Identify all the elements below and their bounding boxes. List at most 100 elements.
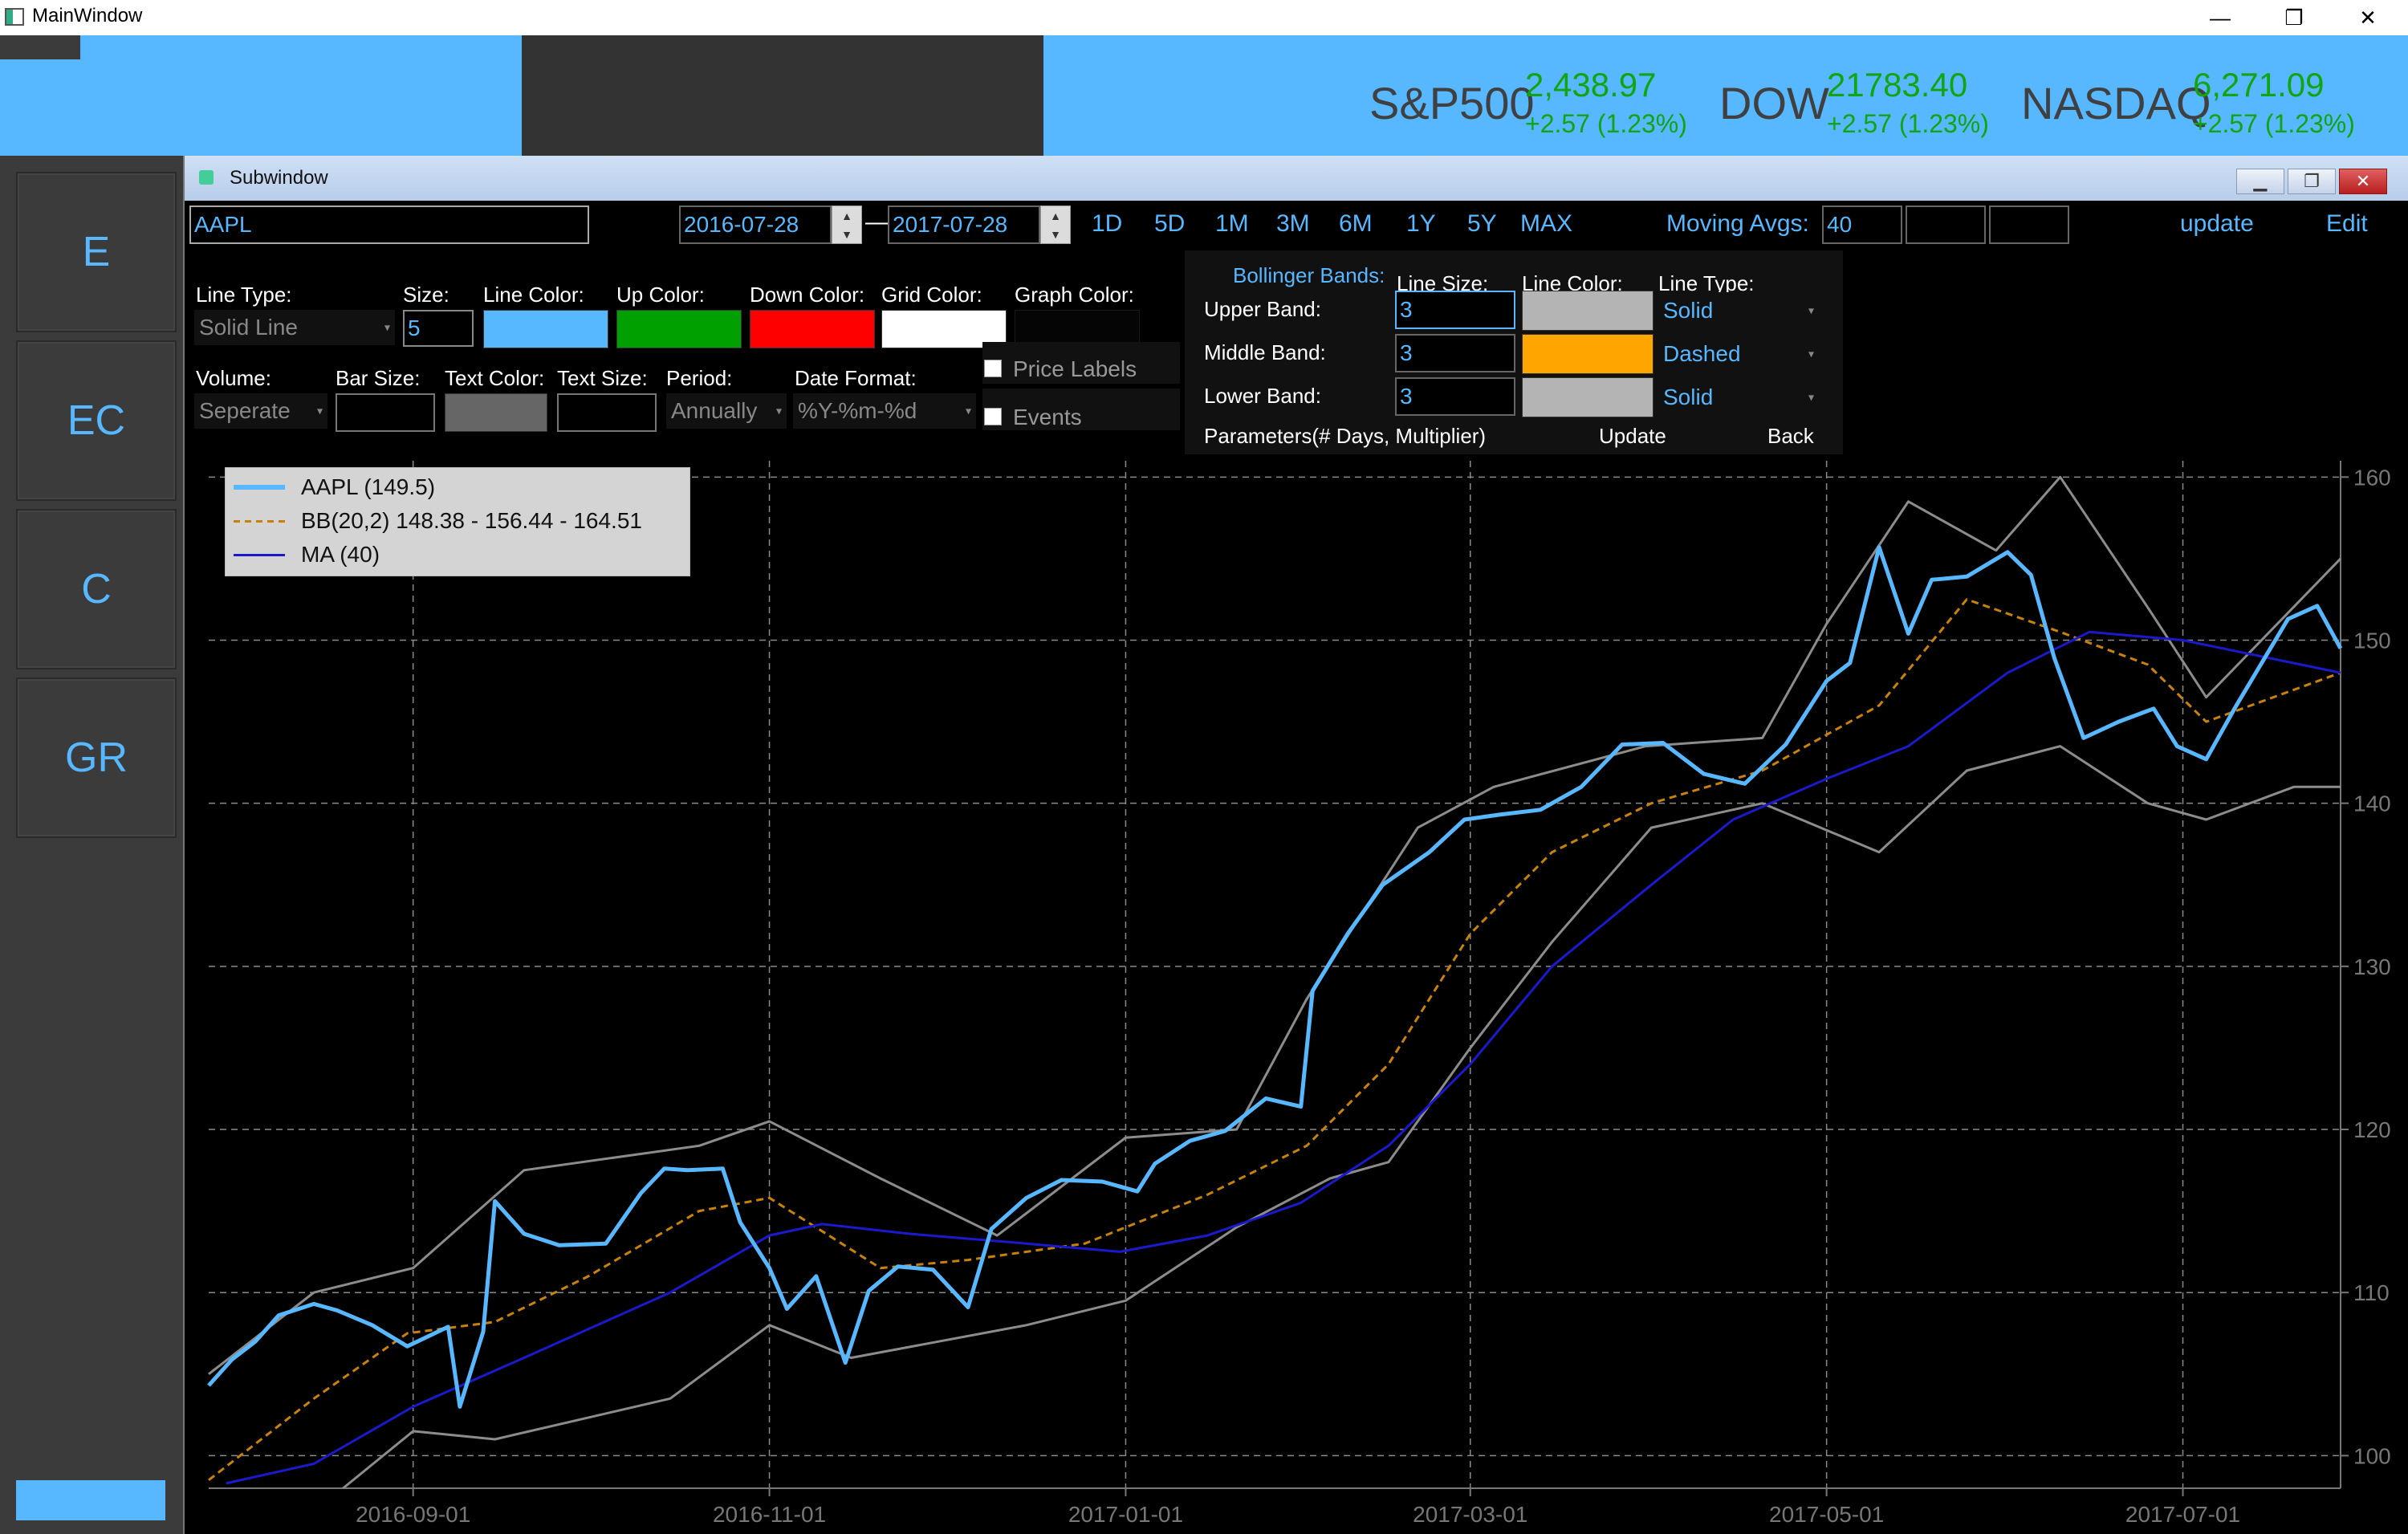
line-type-label: Line Type: — [196, 283, 292, 307]
legend-label-price: AAPL (149.5) — [301, 474, 436, 499]
legend-swatch-bb — [234, 519, 285, 523]
grid-color-swatch[interactable] — [881, 310, 1007, 348]
line-type-select[interactable]: Solid Line ▾ — [194, 310, 395, 345]
x-tick-label: 2016-11-01 — [713, 1502, 826, 1527]
date-to-input[interactable]: 2017-07-28 — [888, 205, 1040, 244]
sidebar-item-e[interactable]: E — [16, 172, 177, 332]
middle-band-type-value: Dashed — [1663, 341, 1741, 366]
range-5y-button[interactable]: 5Y — [1467, 210, 1497, 237]
legend-label-ma: MA (40) — [301, 542, 380, 567]
subwindow-minimize-button[interactable]: ▁ — [2236, 169, 2284, 194]
bollinger-update-button[interactable]: Update — [1599, 424, 1666, 448]
volume-label: Volume: — [196, 366, 271, 390]
bollinger-panel: Bollinger Bands: Line Size: Line Color: … — [1185, 250, 1843, 454]
subwindow-close-button[interactable]: ✕ — [2339, 169, 2387, 194]
sidebar-item-gr[interactable]: GR — [16, 677, 177, 838]
date-to-spinner[interactable]: ▲ ▼ — [1040, 205, 1071, 244]
chart-legend: AAPL (149.5) BB(20,2) 148.38 - 156.44 - … — [225, 467, 690, 576]
chart-axes: 100 110 120 130 140 150 160 2016-09-01 2016-11-0… — [209, 461, 2391, 1527]
lower-band-size-input[interactable]: 3 — [1395, 377, 1515, 416]
sidebar: E EC C GR — [0, 156, 183, 1534]
moving-avg-input-2[interactable] — [1906, 205, 1986, 244]
upper-band-color-swatch[interactable] — [1522, 291, 1653, 331]
volume-select[interactable]: Seperate ▾ — [194, 393, 327, 429]
date-separator: — — [865, 209, 889, 235]
ticker-tab[interactable] — [0, 35, 80, 59]
price-labels-label: Price Labels — [1013, 356, 1137, 381]
line-color-swatch[interactable] — [483, 310, 608, 348]
text-color-swatch[interactable] — [445, 393, 547, 432]
lower-band-color-swatch[interactable] — [1522, 377, 1653, 417]
size-label: Size: — [403, 283, 449, 307]
range-1m-button[interactable]: 1M — [1215, 210, 1249, 237]
spin-down-icon[interactable]: ▼ — [1050, 227, 1061, 241]
text-size-input[interactable] — [557, 393, 657, 432]
sidebar-item-c[interactable]: C — [16, 509, 177, 669]
chevron-down-icon: ▾ — [1808, 390, 1814, 404]
update-button[interactable]: update — [2180, 210, 2254, 237]
price-chart[interactable]: 100 110 120 130 140 150 160 2016-09-01 2016-11-0… — [185, 453, 2408, 1534]
main-titlebar: MainWindow — ❐ ✕ — [0, 0, 2408, 35]
subwindow: Subwindow ▁ ❐ ✕ AAPL 2016-07-28 ▲ ▼ — 201… — [183, 156, 2408, 1534]
date-format-label: Date Format: — [795, 366, 917, 390]
chevron-down-icon: ▾ — [1808, 303, 1814, 317]
upper-band-size-input[interactable]: 3 — [1395, 291, 1515, 329]
range-5d-button[interactable]: 5D — [1154, 210, 1186, 237]
y-tick-label: 100 — [2353, 1443, 2391, 1468]
middle-band-type-select[interactable]: Dashed ▾ — [1658, 336, 1819, 372]
range-6m-button[interactable]: 6M — [1339, 210, 1373, 237]
moving-avg-input-3[interactable] — [1989, 205, 2069, 244]
date-from-input[interactable]: 2016-07-28 — [679, 205, 832, 244]
index-name-nasdaq: NASDAQ — [2021, 78, 2211, 128]
upper-band-type-select[interactable]: Solid ▾ — [1658, 292, 1819, 329]
bollinger-lower-line — [342, 745, 2341, 1490]
size-input[interactable]: 5 — [403, 310, 474, 347]
date-format-select[interactable]: %Y-%m-%d ▾ — [793, 393, 976, 429]
chart-series — [207, 475, 2343, 1490]
events-checkbox[interactable] — [984, 408, 1002, 425]
down-color-swatch[interactable] — [750, 310, 875, 348]
range-1d-button[interactable]: 1D — [1092, 210, 1123, 237]
close-button[interactable]: ✕ — [2359, 5, 2377, 30]
chevron-down-icon: ▾ — [316, 404, 323, 417]
sidebar-item-ec[interactable]: EC — [16, 340, 177, 501]
moving-avg-input-1[interactable]: 40 — [1822, 205, 1902, 244]
maximize-button[interactable]: ❐ — [2284, 5, 2304, 30]
line-type-value: Solid Line — [199, 315, 298, 340]
symbol-input[interactable]: AAPL — [189, 205, 589, 244]
x-tick-label: 2017-03-01 — [1413, 1502, 1527, 1527]
spin-down-icon[interactable]: ▼ — [841, 227, 852, 241]
subwindow-icon — [199, 170, 214, 185]
bollinger-back-button[interactable]: Back — [1767, 424, 1814, 448]
lower-band-type-select[interactable]: Solid ▾ — [1658, 379, 1819, 416]
edit-button[interactable]: Edit — [2326, 210, 2368, 237]
chevron-down-icon: ▾ — [775, 404, 782, 417]
date-from-spinner[interactable]: ▲ ▼ — [832, 205, 862, 244]
sidebar-bottom-button[interactable] — [16, 1480, 165, 1520]
bar-size-input[interactable] — [336, 393, 435, 432]
y-tick-label: 140 — [2353, 791, 2391, 816]
y-tick-label: 150 — [2353, 628, 2391, 653]
middle-band-size-input[interactable]: 3 — [1395, 334, 1515, 372]
moving-average-line — [226, 630, 2341, 1485]
period-select[interactable]: Annually ▾ — [666, 393, 787, 429]
bollinger-col-type: Line Type: — [1658, 271, 1755, 295]
price-line — [207, 545, 2343, 1409]
minimize-button[interactable]: — — [2210, 5, 2231, 30]
text-size-label: Text Size: — [557, 366, 648, 390]
index-value-nasdaq: 6,271.09 — [2193, 66, 2325, 104]
middle-band-color-swatch[interactable] — [1522, 334, 1653, 374]
range-3m-button[interactable]: 3M — [1276, 210, 1310, 237]
price-labels-checkbox[interactable] — [984, 360, 1002, 377]
up-color-swatch[interactable] — [616, 310, 742, 348]
range-max-button[interactable]: MAX — [1520, 210, 1573, 237]
text-color-label: Text Color: — [445, 366, 545, 390]
subwindow-restore-button[interactable]: ❐ — [2288, 169, 2336, 194]
spin-up-icon[interactable]: ▲ — [841, 209, 852, 222]
range-1y-button[interactable]: 1Y — [1406, 210, 1436, 237]
moving-avgs-label: Moving Avgs: — [1666, 210, 1809, 237]
spin-up-icon[interactable]: ▲ — [1050, 209, 1061, 222]
y-tick-label: 130 — [2353, 954, 2391, 979]
bollinger-middle-line — [208, 598, 2341, 1481]
window-title: MainWindow — [32, 5, 143, 26]
